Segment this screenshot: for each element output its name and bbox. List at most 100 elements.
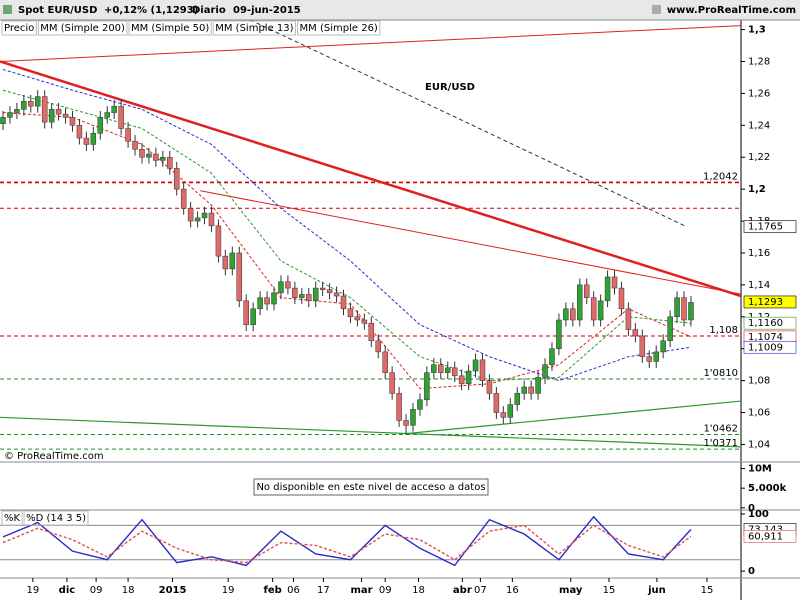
indicator-legend: %K <box>4 513 21 524</box>
level-label: 1'0462 <box>703 424 738 435</box>
candle-body <box>34 96 41 107</box>
candle-body <box>167 156 173 169</box>
x-tick-label: 09 <box>379 585 392 596</box>
candle-body <box>577 284 583 321</box>
candle-body <box>236 252 243 302</box>
price-label-box <box>743 340 797 354</box>
candle-body <box>48 109 55 123</box>
trendline <box>405 400 741 435</box>
x-tick-label: mar <box>351 585 373 596</box>
x-tick-label: 16 <box>506 585 519 596</box>
candle-body <box>389 372 395 394</box>
candle-body <box>549 348 555 365</box>
header-icon <box>3 5 12 14</box>
candle-body <box>7 112 13 118</box>
candle-body <box>319 287 326 290</box>
candle-body <box>368 322 375 341</box>
y-tick-label: 0 <box>748 566 755 577</box>
window-button[interactable] <box>652 5 661 14</box>
level-label: 1,2042 <box>703 171 738 182</box>
price-label-box <box>743 220 797 233</box>
candle-body <box>542 364 548 378</box>
candle-body <box>375 340 381 353</box>
candle-body <box>403 420 409 426</box>
candle-body <box>556 319 562 349</box>
candle-body <box>97 117 104 134</box>
candle-body <box>535 377 541 394</box>
header-date: 09-jun-2015 <box>233 5 301 16</box>
x-tick-label: feb <box>263 585 281 596</box>
x-tick-label: dic <box>59 585 76 596</box>
candle-body <box>76 125 83 139</box>
candle-body <box>333 292 340 297</box>
price-plot <box>0 20 741 450</box>
candle-body <box>618 287 625 310</box>
candle-body <box>41 96 48 123</box>
candle-body <box>354 316 361 321</box>
candle-body <box>611 276 618 289</box>
candle-body <box>180 188 187 209</box>
price-label-box <box>743 316 797 330</box>
x-tick-label: 15 <box>701 585 714 596</box>
legend-box <box>128 20 212 36</box>
price-label: 1,1765 <box>748 222 783 233</box>
overlay: 1,041,061,081,11,121,141,161,181,21,221,… <box>1 20 797 596</box>
y-tick-label: 10M <box>748 464 772 475</box>
candle-body <box>160 156 166 161</box>
x-tick-label: 06 <box>287 585 300 596</box>
price-label: 1,1009 <box>748 342 783 353</box>
candle-body <box>604 276 611 302</box>
stoch-plot <box>0 515 741 567</box>
trendline <box>0 60 741 298</box>
candle-body <box>590 297 597 321</box>
header-bar <box>0 0 800 20</box>
candle-body <box>111 105 117 113</box>
x-tick-label: 2015 <box>159 585 187 596</box>
trendline <box>0 25 741 62</box>
indicator-legend: MM (Simple 13) <box>215 23 293 34</box>
level-label: 1,108 <box>709 325 738 336</box>
candle-body <box>125 128 131 142</box>
indicator-legend: MM (Simple 26) <box>300 23 378 34</box>
candle-body <box>21 101 27 110</box>
candle-body <box>444 367 451 373</box>
candle-body <box>118 105 124 129</box>
level-label: 1'0810 <box>703 368 738 379</box>
candle-body <box>438 364 444 373</box>
candle-body <box>146 153 152 158</box>
y-tick-label: 1,14 <box>748 280 770 291</box>
header-title: Spot EUR/USD <box>18 5 97 16</box>
candle-body <box>132 141 138 150</box>
legend-box <box>297 20 381 36</box>
candle-body <box>278 281 284 294</box>
candle-body <box>55 109 62 115</box>
y-tick-label: 1,08 <box>748 376 770 387</box>
candle-body <box>486 380 493 394</box>
indicator-line <box>2 515 692 567</box>
trendline <box>250 20 687 227</box>
candle-body <box>688 302 694 321</box>
x-tick-label: 07 <box>474 585 487 596</box>
candle-body <box>451 367 458 377</box>
candle-body <box>681 297 687 321</box>
x-tick-label: 18 <box>412 585 425 596</box>
y-tick-label: 1,2 <box>748 184 766 195</box>
y-tick-label: 1,06 <box>748 408 770 419</box>
message: No disponible en este nivel de acceso a … <box>256 482 485 493</box>
candle-body <box>625 308 632 330</box>
candle-body <box>479 359 486 381</box>
legend-box <box>23 510 89 526</box>
candle-body <box>500 412 507 418</box>
legend-box <box>37 20 128 36</box>
candle-body <box>340 295 347 310</box>
candle-body <box>264 297 270 305</box>
moving-average <box>2 89 692 382</box>
candle-body <box>69 117 76 126</box>
candle-body <box>431 364 437 373</box>
x-tick-label: 19 <box>222 585 235 596</box>
candle-body <box>14 109 20 113</box>
y-tick-label: 1,16 <box>748 248 770 259</box>
message-box <box>253 478 489 496</box>
candle-body <box>472 359 479 372</box>
candle-body <box>299 294 305 298</box>
